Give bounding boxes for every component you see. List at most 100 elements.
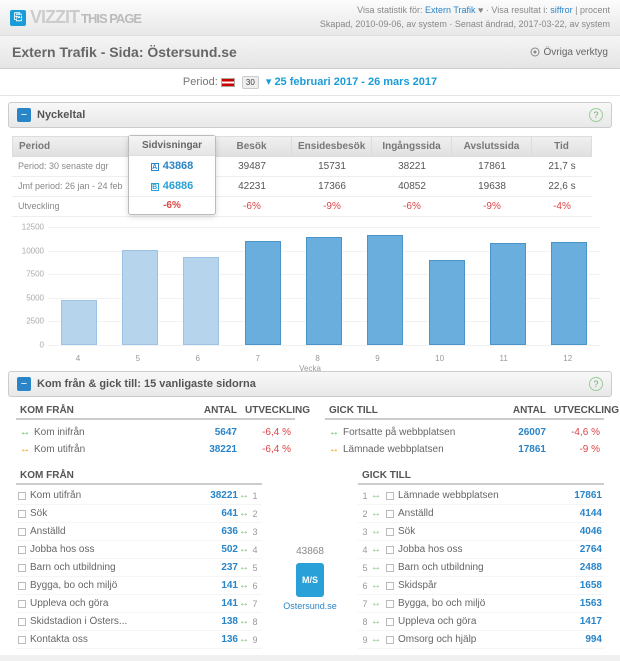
summary-row: ↔Kom utifrån38221-6,4 %	[16, 441, 295, 458]
bar-chart: 02500500075001000012500456789101112Vecka	[16, 223, 604, 363]
bar[interactable]	[490, 243, 526, 345]
checkbox[interactable]	[18, 528, 26, 536]
bar[interactable]	[183, 257, 219, 345]
bar[interactable]	[122, 250, 158, 345]
checkbox[interactable]	[18, 492, 26, 500]
logo: ⎘ VIZZITTHIS PAGE	[10, 7, 141, 28]
checkbox[interactable]	[386, 582, 394, 590]
arrow-icon: ↔	[238, 526, 250, 537]
checkbox[interactable]	[386, 600, 394, 608]
logo-icon: ⎘	[10, 10, 26, 26]
list-item[interactable]: Kom utifrån38221↔1	[16, 487, 262, 505]
bar[interactable]	[61, 300, 97, 345]
arrow-icon: ↔	[20, 427, 34, 438]
flag-icon	[221, 78, 235, 87]
stat-link[interactable]: Extern Trafik	[425, 5, 476, 15]
chevron-down-icon[interactable]: ▾	[266, 76, 272, 88]
arrow-icon: ↔	[329, 427, 343, 438]
list-item[interactable]: 2↔Anställd4144	[358, 505, 604, 523]
arrow-icon: ↔	[238, 634, 250, 645]
help-icon[interactable]: ?	[589, 377, 603, 391]
list-item[interactable]: Barn och utbildning237↔5	[16, 559, 262, 577]
tools-menu[interactable]: Övriga verktyg	[530, 47, 608, 58]
list-item[interactable]: 7↔Bygga, bo och miljö1563	[358, 595, 604, 613]
komlist-title: KOM FRÅN	[16, 468, 262, 485]
panel-nyckeltal-head[interactable]: − Nyckeltal ?	[8, 102, 612, 128]
page-title: Extern Trafik - Sida: Östersund.se	[12, 44, 237, 60]
collapse-icon[interactable]: −	[17, 377, 31, 391]
bar[interactable]	[551, 242, 587, 345]
checkbox[interactable]	[18, 564, 26, 572]
komfran-header: KOM FRÅN ANTAL UTVECKLING	[16, 403, 295, 420]
period-badge[interactable]: 30	[242, 76, 259, 89]
arrow-icon: ↔	[370, 508, 382, 519]
checkbox[interactable]	[386, 528, 394, 536]
bar[interactable]	[429, 260, 465, 345]
checkbox[interactable]	[18, 510, 26, 518]
arrow-icon: ↔	[238, 490, 250, 501]
arrow-icon: ↔	[370, 634, 382, 645]
collapse-icon[interactable]: −	[17, 108, 31, 122]
checkbox[interactable]	[18, 546, 26, 554]
list-item[interactable]: Bygga, bo och miljö141↔6	[16, 577, 262, 595]
summary-row: ↔Fortsatte på webbplatsen26007-4,6 %	[325, 424, 604, 441]
gear-icon	[530, 47, 540, 57]
topbar: ⎘ VIZZITTHIS PAGE Visa statistik för: Ex…	[0, 0, 620, 36]
arrow-icon: ↔	[238, 580, 250, 591]
checkbox[interactable]	[386, 492, 394, 500]
gicklist-title: GICK TILL	[358, 468, 604, 485]
checkbox[interactable]	[386, 510, 394, 518]
list-item[interactable]: Uppleva och göra141↔7	[16, 595, 262, 613]
nyckeltal-table: Period Sidvisningar A43868 B46886 -6% Be…	[12, 136, 608, 217]
list-item[interactable]: 9↔Omsorg och hjälp994	[358, 631, 604, 649]
list-item[interactable]: 3↔Sök4046	[358, 523, 604, 541]
list-item[interactable]: Kontakta oss136↔9	[16, 631, 262, 649]
summary-row: ↔Kom inifrån5647-6,4 %	[16, 424, 295, 441]
siffror-link[interactable]: siffror	[550, 5, 572, 15]
sidvisningar-popup: Sidvisningar A43868 B46886 -6%	[128, 135, 216, 215]
gicktill-header: GICK TILL ANTAL UTVECKLING	[325, 403, 604, 420]
checkbox[interactable]	[386, 636, 394, 644]
arrow-icon: ↔	[370, 544, 382, 555]
list-item[interactable]: 4↔Jobba hos oss2764	[358, 541, 604, 559]
list-item[interactable]: 8↔Uppleva och göra1417	[358, 613, 604, 631]
arrow-icon: ↔	[370, 526, 382, 537]
bar[interactable]	[245, 241, 281, 345]
center-node: 43868 M/S Ostersund.se	[283, 546, 337, 611]
list-item[interactable]: 5↔Barn och utbildning2488	[358, 559, 604, 577]
checkbox[interactable]	[386, 564, 394, 572]
panel-komfran-head[interactable]: − Kom från & gick till: 15 vanligaste si…	[8, 371, 612, 397]
checkbox[interactable]	[386, 546, 394, 554]
arrow-icon: ↔	[20, 444, 34, 455]
arrow-icon: ↔	[329, 444, 343, 455]
period-bar: Period: 30 ▾ 25 februari 2017 - 26 mars …	[0, 69, 620, 96]
arrow-icon: ↔	[370, 616, 382, 627]
arrow-icon: ↔	[370, 490, 382, 501]
list-item[interactable]: 1↔Lämnade webbplatsen17861	[358, 487, 604, 505]
list-item[interactable]: Jobba hos oss502↔4	[16, 541, 262, 559]
checkbox[interactable]	[386, 618, 394, 626]
checkbox[interactable]	[18, 600, 26, 608]
list-item[interactable]: Sök641↔2	[16, 505, 262, 523]
arrow-icon: ↔	[370, 598, 382, 609]
list-item[interactable]: 6↔Skidspår1658	[358, 577, 604, 595]
checkbox[interactable]	[18, 582, 26, 590]
checkbox[interactable]	[18, 618, 26, 626]
arrow-icon: ↔	[238, 598, 250, 609]
summary-row: ↔Lämnade webbplatsen17861-9 %	[325, 441, 604, 458]
arrow-icon: ↔	[238, 562, 250, 573]
list-item[interactable]: Anställd636↔3	[16, 523, 262, 541]
arrow-icon: ↔	[370, 580, 382, 591]
page-icon: M/S	[296, 563, 324, 597]
arrow-icon: ↔	[370, 562, 382, 573]
bar[interactable]	[306, 237, 342, 345]
list-item[interactable]: Skidstadion i Östers...138↔8	[16, 613, 262, 631]
arrow-icon: ↔	[238, 508, 250, 519]
sub-header: Extern Trafik - Sida: Östersund.se Övrig…	[0, 36, 620, 69]
checkbox[interactable]	[18, 636, 26, 644]
help-icon[interactable]: ?	[589, 108, 603, 122]
bar[interactable]	[367, 235, 403, 345]
top-meta: Visa statistik för: Extern Trafik ♥ · Vi…	[320, 4, 610, 31]
arrow-icon: ↔	[238, 616, 250, 627]
period-dates: 25 februari 2017 - 26 mars 2017	[274, 76, 437, 88]
